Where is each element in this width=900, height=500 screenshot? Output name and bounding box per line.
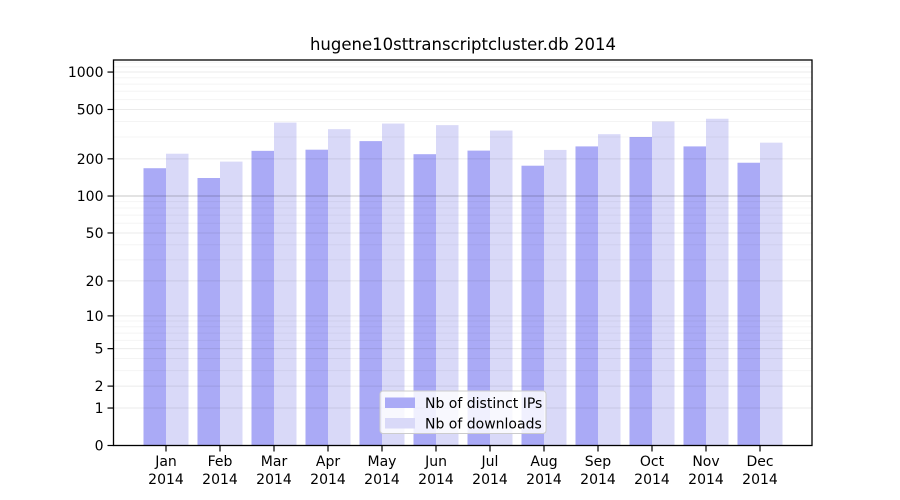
legend: Nb of distinct IPs Nb of downloads (379, 390, 547, 434)
x-axis-labels: Jan 2014 Feb 2014 Mar 2014 Apr 2014 May 2014 Jun 20… (148, 454, 778, 488)
bars-layer (143, 118, 783, 446)
x-tick-label-jun: Jun (424, 454, 447, 470)
x-tick-label-nov: Nov (692, 454, 719, 470)
y-tick-label: 100 (77, 189, 104, 205)
x-tick-year-label: 2014 (310, 472, 346, 488)
x-tick-year-label: 2014 (742, 472, 778, 488)
x-tick-year-label: 2014 (472, 472, 508, 488)
x-tick-year-label: 2014 (202, 472, 238, 488)
y-tick-label: 50 (86, 226, 104, 242)
legend-box (379, 390, 547, 434)
y-tick-label: 200 (77, 152, 104, 168)
y-tick-label: 1 (95, 401, 104, 417)
y-tick-label: 2 (95, 379, 104, 395)
bar-jan-ips (143, 168, 166, 446)
bar-aug-downloads (544, 149, 567, 446)
x-tick-label-may: May (368, 454, 397, 470)
bar-mar-downloads (274, 122, 297, 446)
bar-may-ips (359, 141, 382, 446)
x-tick-label-dec: Dec (746, 454, 773, 470)
x-tick-label-apr: Apr (316, 454, 340, 470)
bar-apr-ips (305, 149, 328, 446)
y-tick-label: 1000 (68, 65, 104, 81)
legend-swatch-distinct-ips (385, 397, 415, 408)
bar-nov-ips (683, 146, 706, 446)
x-tick-year-label: 2014 (580, 472, 616, 488)
x-tick-label-mar: Mar (261, 454, 288, 470)
bar-feb-ips (197, 177, 220, 446)
bar-dec-ips (737, 162, 760, 446)
x-tick-label-feb: Feb (208, 454, 233, 470)
bar-oct-downloads (652, 121, 675, 446)
axes-layer (107, 59, 813, 452)
x-tick-year-label: 2014 (418, 472, 454, 488)
y-axis-labels: 0 1 2 5 10 20 50 100 200 500 1000 (68, 65, 104, 454)
y-tick-label: 20 (86, 274, 104, 290)
bar-sep-downloads (598, 134, 621, 446)
legend-label-distinct-ips: Nb of distinct IPs (425, 396, 542, 412)
x-tick-year-label: 2014 (688, 472, 724, 488)
x-tick-label-oct: Oct (640, 454, 665, 470)
bar-dec-downloads (760, 142, 783, 446)
bar-aug-ips (521, 165, 544, 446)
x-tick-year-label: 2014 (256, 472, 292, 488)
bar-feb-downloads (220, 161, 243, 446)
bar-mar-ips (251, 150, 274, 446)
bar-oct-ips (629, 137, 652, 446)
bar-apr-downloads (328, 129, 351, 446)
x-tick-year-label: 2014 (364, 472, 400, 488)
legend-swatch-downloads (385, 418, 415, 429)
legend-label-downloads: Nb of downloads (425, 417, 542, 433)
bar-jul-ips (467, 150, 490, 446)
bar-jul-downloads (490, 130, 513, 446)
x-tick-label-jan: Jan (154, 454, 177, 470)
bar-may-downloads (382, 123, 405, 446)
bar-jun-ips (413, 154, 436, 446)
chart-title: hugene10sttranscriptcluster.db 2014 (310, 35, 616, 54)
plot-border (112, 59, 813, 447)
y-tick-label: 0 (95, 439, 104, 455)
x-tick-year-label: 2014 (526, 472, 562, 488)
y-tick-label: 500 (77, 102, 104, 118)
x-tick-label-aug: Aug (530, 454, 557, 470)
x-tick-year-label: 2014 (148, 472, 184, 488)
x-tick-label-jul: Jul (481, 454, 499, 470)
bar-jan-downloads (166, 153, 189, 446)
minor-gridlines-layer (113, 61, 812, 372)
y-tick-label: 10 (86, 309, 104, 325)
bar-nov-downloads (706, 118, 729, 446)
x-tick-label-sep: Sep (585, 454, 612, 470)
bar-jun-downloads (436, 125, 459, 446)
bar-sep-ips (575, 146, 598, 446)
y-tick-label: 5 (95, 342, 104, 358)
x-tick-year-label: 2014 (634, 472, 670, 488)
